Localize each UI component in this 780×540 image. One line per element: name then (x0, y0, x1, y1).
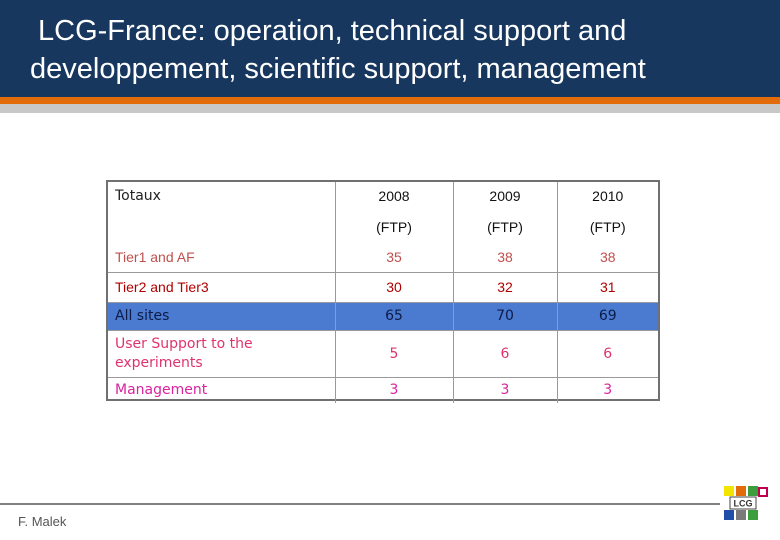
table-header-row: Totaux 2008 (FTP) 2009 (FTP) 2010 (FTP) (108, 182, 658, 242)
title-bar (0, 0, 780, 97)
totaux-label: Totaux (115, 188, 161, 204)
row-label: Tier2 and Tier3 (108, 271, 335, 302)
unit-label: (FTP) (376, 219, 412, 235)
footer-rule (0, 503, 720, 505)
year-2008-cell: 2008 (FTP) (334, 182, 453, 242)
value-cell: 31 (556, 271, 658, 302)
value-cell: 3 (556, 376, 658, 403)
table-row-management: Management 3 3 3 (108, 376, 658, 403)
value-cell: 38 (556, 242, 658, 272)
row-label: All sites (108, 301, 335, 330)
year-label: 2008 (378, 188, 410, 204)
footer-author: F. Malek (18, 514, 67, 529)
row-label: Management (108, 376, 335, 403)
value-cell: 32 (452, 271, 557, 302)
value-cell: 3 (334, 376, 453, 403)
unit-label: (FTP) (589, 219, 626, 235)
value-cell: 6 (556, 329, 658, 377)
title-line-2: developpement, scientific support, manag… (30, 53, 646, 85)
value-cell: 30 (334, 271, 453, 302)
row-label: Tier1 and AF (115, 248, 195, 265)
logo-text: LCG (734, 499, 753, 509)
table-row-all-sites: All sites 65 70 69 (108, 301, 658, 330)
title-line-1: LCG-France: operation, technical support… (38, 15, 627, 47)
year-label: 2010 (592, 188, 624, 204)
year-2010-cell: 2010 (FTP) (556, 182, 658, 242)
value-cell: 70 (452, 301, 557, 330)
year-2009-cell: 2009 (FTP) (452, 182, 557, 242)
table-row-tier1: Tier1 and AF 35 38 38 (108, 242, 658, 272)
slide-title: LCG-France: operation, technical support… (30, 12, 770, 88)
value-cell: 69 (556, 301, 658, 330)
value-cell: 6 (452, 329, 557, 377)
value-cell: 5 (334, 329, 453, 377)
year-label: 2009 (489, 188, 521, 204)
row-label: User Support to the experiments (108, 329, 335, 377)
title-grey-rule (0, 104, 780, 113)
title-orange-rule (0, 97, 780, 104)
table-row-tier2: Tier2 and Tier3 30 32 31 (108, 271, 658, 302)
value-cell: 65 (334, 301, 453, 330)
unit-label: (FTP) (487, 219, 523, 235)
value-cell: 3 (452, 376, 557, 403)
value-cell: 35 (334, 242, 453, 272)
lcg-logo-icon: LCG (724, 486, 768, 520)
ftp-table: Totaux 2008 (FTP) 2009 (FTP) 2010 (FTP) … (106, 180, 660, 403)
table-row-user-support: User Support to the experiments 5 6 6 (108, 329, 658, 377)
value-cell: 38 (452, 242, 557, 272)
